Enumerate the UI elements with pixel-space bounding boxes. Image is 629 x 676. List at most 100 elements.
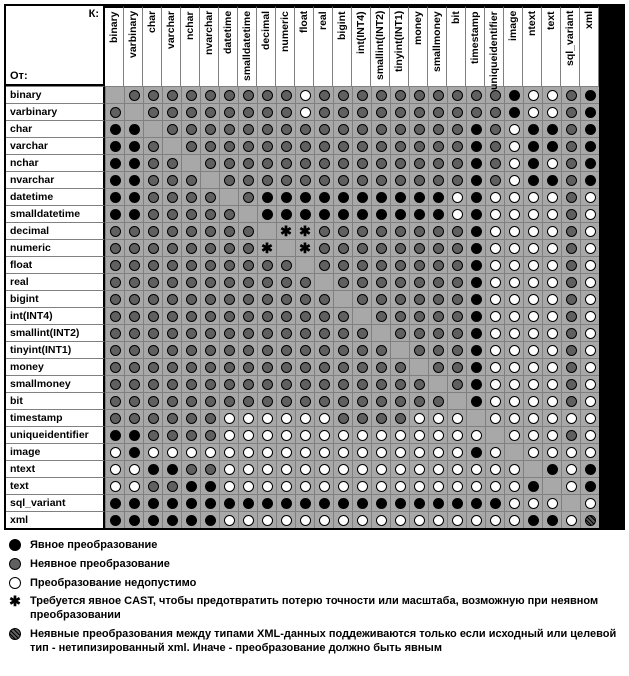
matrix-cell	[409, 358, 428, 375]
matrix-cell	[466, 222, 485, 239]
cast-required-icon: ✱	[280, 225, 292, 237]
implicit-icon	[376, 107, 387, 118]
blank-icon	[414, 362, 425, 373]
implicit-icon	[433, 311, 444, 322]
implicit-icon	[376, 396, 387, 407]
matrix-cell	[124, 409, 143, 426]
matrix-cell	[447, 358, 466, 375]
matrix-cell	[238, 290, 257, 307]
implicit-icon	[376, 226, 387, 237]
matrix-cell	[504, 324, 523, 341]
implicit-icon	[433, 277, 444, 288]
matrix-cell	[200, 120, 219, 137]
matrix-cell	[504, 341, 523, 358]
matrix-cell	[561, 171, 580, 188]
matrix-cell	[200, 290, 219, 307]
implicit-icon	[186, 243, 197, 254]
matrix-cell	[542, 511, 561, 528]
explicit-icon	[376, 498, 387, 509]
implicit-icon	[433, 260, 444, 271]
implicit-icon	[148, 294, 159, 305]
implicit-icon	[319, 294, 330, 305]
matrix-cell	[295, 103, 314, 120]
matrix-cell	[447, 103, 466, 120]
implicit-icon	[566, 141, 577, 152]
implicit-icon	[319, 328, 330, 339]
implicit-icon	[395, 175, 406, 186]
implicit-icon	[281, 107, 292, 118]
not-allowed-icon	[509, 345, 520, 356]
matrix-cell	[428, 120, 447, 137]
row-header: sql_variant	[6, 494, 105, 511]
implicit-icon	[376, 141, 387, 152]
implicit-icon	[376, 175, 387, 186]
implicit-icon	[319, 379, 330, 390]
matrix-cell	[466, 120, 485, 137]
explicit-icon	[129, 498, 140, 509]
matrix-cell	[162, 494, 181, 511]
cast-required-icon: ✱	[299, 225, 311, 237]
implicit-icon	[186, 379, 197, 390]
implicit-icon	[490, 107, 501, 118]
implicit-icon	[338, 158, 349, 169]
implicit-icon	[452, 226, 463, 237]
not-allowed-icon	[585, 260, 596, 271]
matrix-cell	[371, 205, 390, 222]
matrix-cell	[371, 273, 390, 290]
implicit-icon	[224, 328, 235, 339]
matrix-cell	[181, 222, 200, 239]
matrix-cell	[314, 375, 333, 392]
matrix-cell	[333, 120, 352, 137]
matrix-cell	[219, 511, 238, 528]
explicit-icon	[414, 209, 425, 220]
matrix-cell	[314, 494, 333, 511]
cast-required-icon: ✱	[299, 242, 311, 254]
not-allowed-icon	[509, 379, 520, 390]
not-allowed-icon	[281, 464, 292, 475]
matrix-cell	[542, 171, 561, 188]
implicit-icon	[167, 107, 178, 118]
matrix-cell	[428, 409, 447, 426]
implicit-icon	[300, 345, 311, 356]
matrix-cell	[580, 188, 599, 205]
matrix-cell	[542, 256, 561, 273]
matrix-cell	[162, 443, 181, 460]
implicit-icon	[148, 413, 159, 424]
explicit-icon	[338, 192, 349, 203]
matrix-cell	[105, 154, 124, 171]
matrix-cell	[200, 477, 219, 494]
col-header: money	[409, 6, 428, 86]
matrix-cell	[523, 324, 542, 341]
not-allowed-icon	[490, 396, 501, 407]
implicit-icon	[566, 294, 577, 305]
matrix-cell	[295, 460, 314, 477]
matrix-cell	[143, 460, 162, 477]
not-allowed-icon	[395, 515, 406, 526]
implicit-icon	[395, 107, 406, 118]
matrix-cell	[504, 171, 523, 188]
implicit-icon	[566, 396, 577, 407]
explicit-icon	[585, 158, 596, 169]
matrix-cell	[181, 154, 200, 171]
not-allowed-icon	[395, 447, 406, 458]
matrix-cell	[428, 494, 447, 511]
implicit-icon	[167, 243, 178, 254]
explicit-icon	[129, 192, 140, 203]
explicit-icon	[585, 124, 596, 135]
blank-icon	[262, 226, 273, 237]
not-allowed-icon	[490, 209, 501, 220]
matrix-cell	[105, 120, 124, 137]
matrix-cell	[162, 103, 181, 120]
not-allowed-icon	[528, 277, 539, 288]
matrix-cell	[580, 120, 599, 137]
implicit-icon	[395, 141, 406, 152]
blank-icon	[338, 294, 349, 305]
matrix-cell	[485, 409, 504, 426]
matrix-cell	[162, 290, 181, 307]
matrix-cell	[447, 188, 466, 205]
legend-row: Явное преобразование	[8, 538, 621, 553]
matrix-cell	[105, 358, 124, 375]
not-allowed-icon	[490, 260, 501, 271]
not-allowed-icon	[585, 413, 596, 424]
matrix-cell	[257, 494, 276, 511]
